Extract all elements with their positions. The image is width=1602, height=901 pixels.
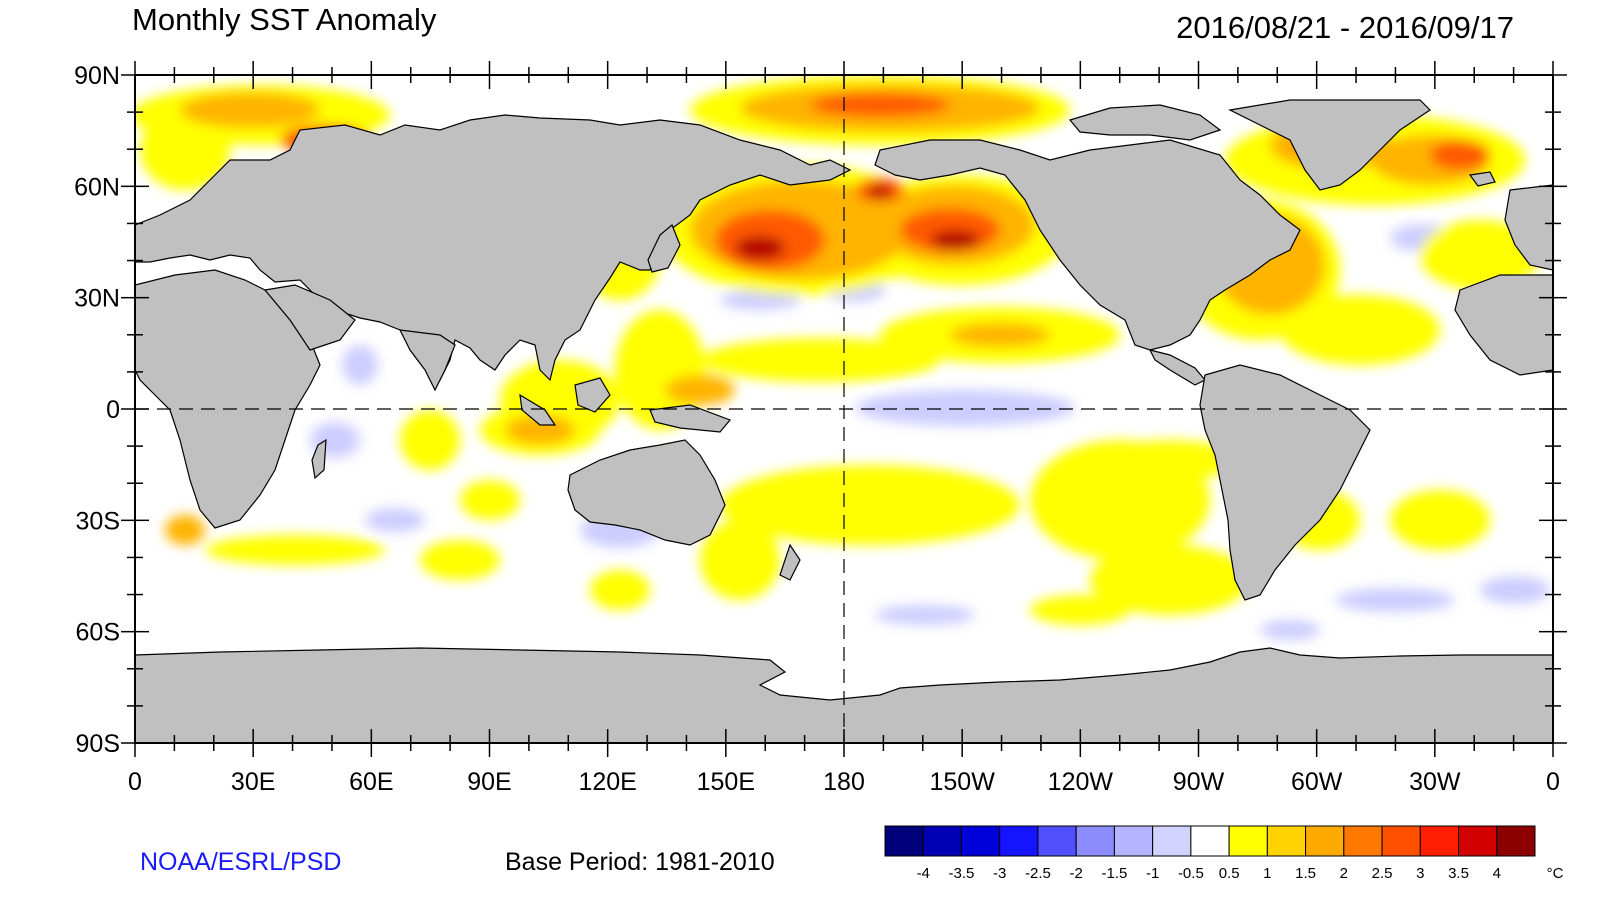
africa-west-edge xyxy=(1454,274,1553,376)
longitude-label: 0 xyxy=(1546,768,1560,796)
latitude-label: 0 xyxy=(106,396,120,424)
latitude-label: 30S xyxy=(76,507,120,535)
latitude-label: 90S xyxy=(76,730,120,758)
longitude-label: 150W xyxy=(930,768,996,796)
longitude-label: 120E xyxy=(578,768,636,796)
india xyxy=(398,329,456,392)
longitude-label: 90W xyxy=(1173,768,1225,796)
europe-west xyxy=(1504,184,1553,271)
longitude-label: 180 xyxy=(823,768,865,796)
longitude-label: 120W xyxy=(1048,768,1114,796)
land-masses xyxy=(135,99,1553,743)
base-period-label: Base Period: 1981-2010 xyxy=(505,848,775,876)
new-guinea xyxy=(649,404,732,433)
latitude-label: 90N xyxy=(74,62,120,90)
borneo xyxy=(574,377,611,413)
iceland xyxy=(1468,171,1496,187)
latitude-labels: 90N 60N 30N 0 30S 60S 90S xyxy=(74,62,120,758)
africa xyxy=(135,269,321,529)
longitude-label: 90E xyxy=(467,768,511,796)
date-range: 2016/08/21 - 2016/09/17 xyxy=(1176,10,1514,45)
south-america xyxy=(1199,364,1371,601)
sumatra xyxy=(519,393,557,426)
map-title: Monthly SST Anomaly xyxy=(132,2,437,37)
longitude-label: 30W xyxy=(1409,768,1461,796)
central-america xyxy=(1148,349,1206,386)
north-america xyxy=(874,139,1301,351)
greenland xyxy=(1228,99,1431,191)
longitude-label: 30E xyxy=(231,768,275,796)
madagascar xyxy=(311,438,327,480)
latitude-label: 30N xyxy=(74,285,120,313)
antarctica xyxy=(135,647,1553,743)
longitude-label: 150E xyxy=(697,768,755,796)
longitude-label: 60W xyxy=(1291,768,1343,796)
longitude-labels: 0 30E 60E 90E 120E 150E 180 150W 120W 90W 60W 30W 0 xyxy=(128,768,1560,796)
credit-label: NOAA/ESRL/PSD xyxy=(140,848,342,876)
longitude-label: 60E xyxy=(349,768,393,796)
australia xyxy=(567,439,726,546)
japan xyxy=(647,224,681,273)
arabia xyxy=(263,284,356,351)
longitude-label: 0 xyxy=(128,768,142,796)
latitude-label: 60S xyxy=(76,619,120,647)
latitude-label: 60N xyxy=(74,173,120,201)
arctic-islands xyxy=(1068,104,1222,141)
axis-ticks xyxy=(121,61,1567,757)
new-zealand xyxy=(779,543,801,581)
